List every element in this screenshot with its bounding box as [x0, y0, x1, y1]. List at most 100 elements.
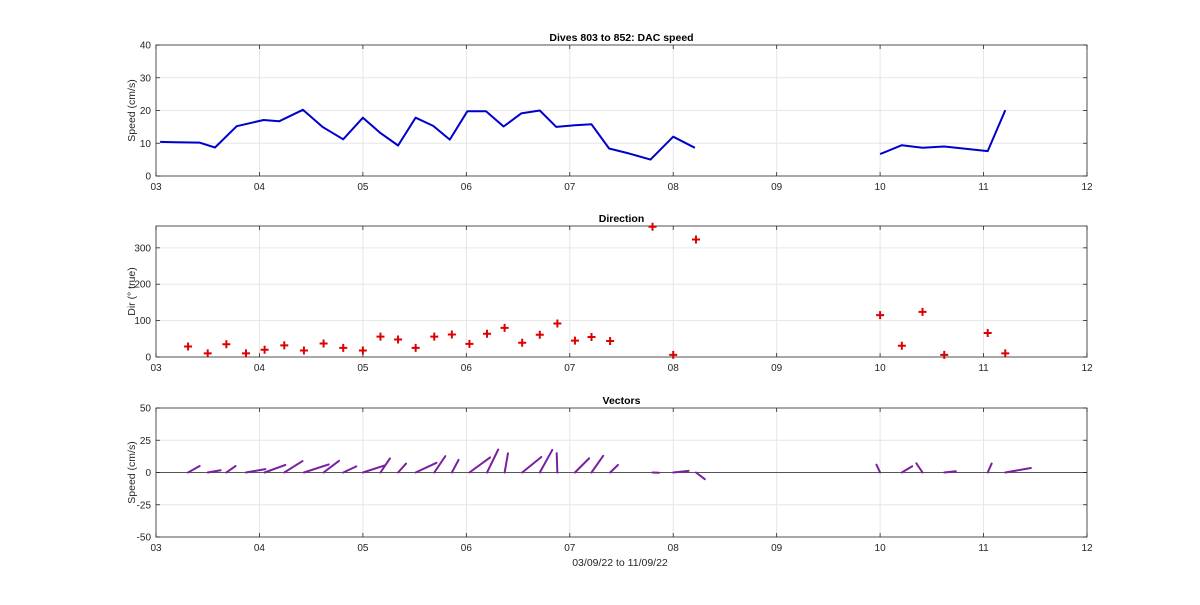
x-tick-label: 05	[357, 363, 369, 374]
vector-stick	[379, 457, 391, 474]
x-tick-label: 09	[771, 363, 783, 374]
x-tick-label: 10	[875, 543, 887, 554]
x-tick-label: 06	[461, 182, 473, 193]
vector-stick	[672, 469, 690, 474]
vector-stick	[915, 462, 924, 474]
y-tick-label: 10	[140, 139, 152, 150]
direction-point	[918, 307, 927, 316]
vector-stick	[361, 464, 386, 474]
direction-point	[394, 335, 403, 344]
vector-stick	[450, 458, 460, 474]
vector-stick	[244, 468, 267, 474]
direction-point	[940, 350, 949, 359]
vector-stick	[283, 460, 304, 474]
vector-stick	[900, 465, 914, 474]
direction-point	[376, 332, 385, 341]
y-tick-label: 30	[140, 73, 152, 84]
x-tick-label: 11	[978, 363, 989, 374]
direction-point	[897, 341, 906, 350]
direction-point	[606, 336, 615, 345]
x-tick-label: 03	[150, 363, 162, 374]
panels: 03 04 05 06 07 08 09 10 11 12 0 10 20 30 40 Dives 803 t…	[126, 32, 1093, 554]
direction-point	[587, 332, 596, 341]
x-tick-label: 03	[150, 182, 162, 193]
y-tick-label: -50	[137, 533, 152, 544]
axes-frame	[155, 225, 1088, 358]
direction-point	[222, 340, 231, 349]
y-axis-label: Dir (° true)	[126, 267, 138, 316]
vector-stick	[486, 448, 500, 474]
x-tick-label: 09	[771, 543, 783, 554]
vector-stick	[503, 452, 509, 474]
direction-point	[339, 343, 348, 352]
vector-stick	[322, 459, 341, 474]
vector-stick	[538, 448, 554, 474]
vector-stick	[555, 452, 559, 474]
vector-stick	[1004, 466, 1032, 474]
x-tick-label: 09	[771, 182, 783, 193]
vector-stick	[986, 462, 993, 474]
y-tick-label: 300	[134, 243, 151, 254]
x-tick-label: 10	[875, 182, 887, 193]
y-tick-label: 200	[134, 280, 151, 291]
direction-point	[430, 332, 439, 341]
vector-stick	[225, 465, 237, 474]
x-tick-label: 12	[1081, 182, 1093, 193]
x-tick-label: 10	[875, 363, 887, 374]
y-tick-label: 0	[145, 172, 151, 183]
direction-point	[319, 339, 328, 348]
x-tick-label: 06	[461, 543, 473, 554]
vector-stick	[414, 461, 438, 474]
vector-stick	[206, 469, 222, 474]
figure-xlabel: 03/09/22 to 11/09/22	[572, 557, 668, 569]
direction-point	[570, 336, 579, 345]
panel-title: Dives 803 to 852: DAC speed	[549, 32, 693, 44]
y-tick-label: -25	[137, 500, 152, 511]
x-tick-label: 11	[978, 543, 989, 554]
vector-stick	[397, 462, 408, 474]
vector-stick	[694, 471, 706, 481]
direction-point	[648, 222, 657, 231]
direction-point	[447, 330, 456, 339]
x-tick-label: 04	[254, 363, 266, 374]
direction-point	[203, 349, 212, 358]
panel-title: Vectors	[603, 395, 641, 407]
y-tick-label: 20	[140, 106, 152, 117]
panel-3: 03 04 05 06 07 08 09 10 11 12 -50 -25 0 25 50 Vectors Sp…	[126, 395, 1093, 554]
direction-point	[280, 341, 289, 350]
vector-stick	[187, 465, 201, 474]
panel-2: 03 04 05 06 07 08 09 10 11 12 0 100 200 300 Direction D…	[126, 213, 1093, 374]
x-tick-label: 12	[1081, 363, 1093, 374]
y-tick-label: 50	[140, 404, 152, 415]
y-tick-label: 40	[140, 41, 152, 52]
x-tick-label: 07	[564, 543, 576, 554]
vector-stick	[573, 457, 591, 474]
x-tick-label: 07	[564, 182, 576, 193]
direction-point	[500, 323, 509, 332]
plot-area	[156, 226, 1087, 357]
direction-point	[691, 235, 700, 244]
direction-point	[411, 343, 420, 352]
vector-stick	[468, 456, 492, 474]
x-tick-label: 06	[461, 363, 473, 374]
vector-stick	[875, 463, 882, 474]
direction-point	[358, 346, 367, 355]
vector-stick	[342, 465, 358, 474]
x-tick-label: 04	[254, 182, 266, 193]
panel-title: Direction	[599, 213, 645, 225]
direction-point	[876, 311, 885, 320]
direction-point	[184, 342, 193, 351]
panel-1: 03 04 05 06 07 08 09 10 11 12 0 10 20 30 40 Dives 803 t…	[126, 32, 1093, 193]
y-axis-label: Speed (cm/s)	[126, 79, 138, 141]
x-tick-label: 05	[357, 182, 369, 193]
vector-stick	[302, 463, 330, 474]
vector-stick	[433, 455, 447, 474]
y-tick-label: 25	[140, 436, 152, 447]
vector-stick	[590, 454, 605, 474]
direction-point	[465, 339, 474, 348]
speed-line-segment-2	[879, 109, 1007, 156]
direction-point	[1001, 349, 1010, 358]
direction-point	[553, 319, 562, 328]
vector-stick	[609, 463, 619, 474]
